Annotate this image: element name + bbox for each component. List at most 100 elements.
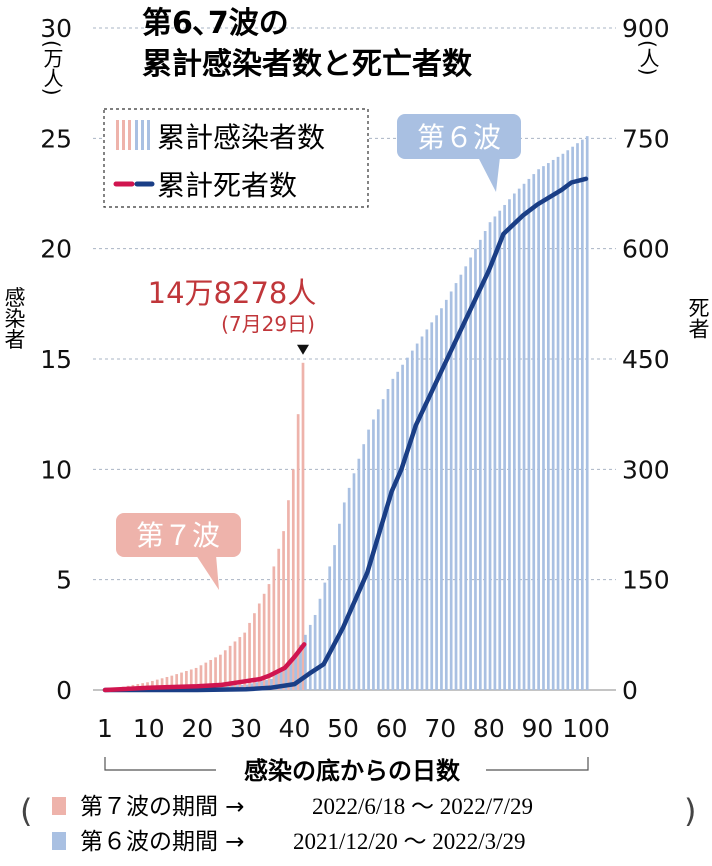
legend-label-deaths: 累計死者数 [157,169,297,202]
wave6-bar [425,329,429,690]
legend: 累計感染者数 累計死者数 [103,108,369,208]
wave6-bar [274,674,278,690]
left-tick-label: 30 [40,14,72,43]
x-tick-label: 20 [181,714,213,743]
footer-wave6-swatch [52,832,66,850]
wave7-bars [107,362,305,690]
wave7-bar [204,662,208,690]
left-axis-title: 感染者 [2,287,26,350]
right-tick-label: 300 [622,455,670,484]
wave6-bar [498,210,502,690]
wave7-bar [194,667,198,690]
right-tick-label: 750 [622,124,670,153]
footer-paren-right: ) [684,792,696,830]
wave6-bar [401,364,404,690]
wave7-bar [243,632,247,690]
wave6-bar [410,350,414,690]
footer-wave6-dates: 2021/12/20 ～ 2022/3/29 [293,829,526,854]
wave7-bar [175,674,179,690]
wave6-bar [396,371,400,690]
wave6-bar [299,644,302,690]
wave6-bar [469,257,472,690]
wave7-bar [160,678,164,690]
wave6-callout: 第６波 [397,114,521,192]
wave6-bar [352,473,356,690]
wave6-bar [406,357,409,690]
wave7-bar [223,650,227,690]
wave7-bar [253,613,256,690]
wave6-bar [527,178,531,690]
wave6-label: 第６波 [417,121,501,154]
x-tick-label: 60 [376,714,408,743]
peak-date-label: (7月29日) [221,312,315,336]
wave7-bar [262,593,266,690]
peak-value-label: 14万8278人 [148,276,317,310]
wave6-bar [542,166,545,690]
wave6-callout-pointer [478,157,500,192]
wave6-bar [367,429,370,690]
wave6-bar [449,291,453,690]
wave6-bar [308,624,312,690]
wave6-bar [478,239,482,690]
wave7-bar [233,641,237,690]
footer-wave7-dates: 2022/6/18 ～ 2022/7/29 [312,794,533,819]
footer-wave7-swatch [52,797,66,815]
wave7-callout-box [116,513,241,557]
wave6-bar [313,614,317,690]
wave7-death-line [102,642,307,693]
wave7-bar [248,622,251,690]
wave7-callout-pointer [196,555,219,590]
x-tick-label: 70 [424,714,456,743]
wave6-bar [260,681,264,690]
wave6-bar [333,545,336,690]
wave6-bar [255,682,259,690]
wave6-bar [454,283,458,690]
wave7-bar [272,566,276,690]
wave6-bar [556,156,560,691]
x-tick-label: 80 [473,714,505,743]
wave6-bar [512,193,516,690]
wave6-death-line [102,176,589,693]
wave6-bar [386,389,390,690]
wave6-bar [376,409,380,690]
wave6-bar [440,308,443,690]
right-tick-label: 900 [622,14,670,43]
x-tick-label: 1 [97,714,113,743]
left-tick-label: 0 [56,676,72,705]
wave6-bar [347,487,351,690]
left-tick-label: 15 [40,345,72,374]
left-axis-unit: (万人) [40,40,64,96]
footer-paren-left: ( [20,792,32,830]
wave6-bar [318,598,322,690]
wave6-bar [576,143,579,691]
right-tick-label: 150 [622,566,670,595]
wave7-bar [185,671,188,690]
wave7-callout: 第７波 [116,513,241,590]
wave7-bar [219,654,222,690]
left-tick-label: 5 [56,566,72,595]
wave6-bar [357,458,361,690]
wave6-bar [338,523,341,690]
wave6-bar [566,150,570,690]
wave6-bar [435,315,438,690]
x-tick-label: 50 [327,714,359,743]
wave6-bar [517,188,521,691]
wave6-bar [561,153,565,690]
wave6-bar [585,136,589,691]
wave6-bar [289,659,293,690]
wave6-bar [294,654,298,690]
wave6-bar [328,566,332,690]
wave7-bar [282,531,285,690]
footer-wave6-label: 第６波の期間 → [80,829,245,855]
x-tick-label: 30 [230,714,262,743]
wave6-bar [265,680,268,690]
x-tick-label: 90 [522,714,554,743]
wave7-bar [301,362,305,690]
wave7-bar [267,584,271,690]
wave6-bar [284,664,288,690]
footer-wave7-label: 第７波の期間 → [80,794,245,820]
x-tick-label: 10 [133,714,165,743]
wave6-bar [459,274,463,690]
x-tick-label: 40 [279,714,311,743]
